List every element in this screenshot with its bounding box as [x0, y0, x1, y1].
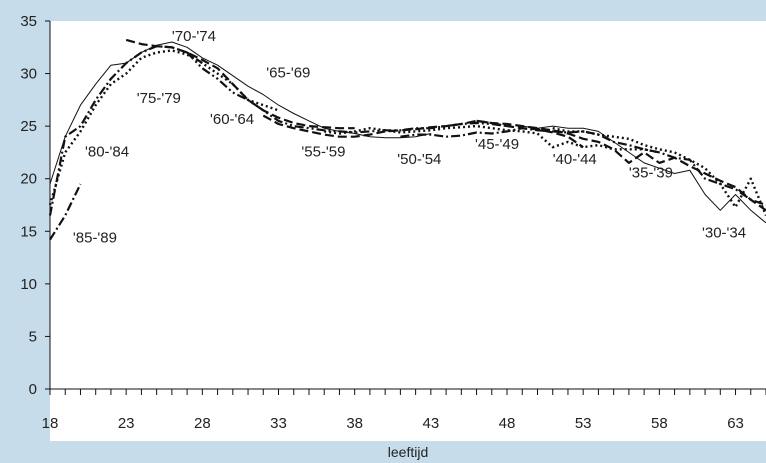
series-label-45-49: '45-'49	[475, 136, 519, 153]
series-line-35-39	[552, 127, 766, 216]
y-tick-label-15: 15	[20, 223, 37, 240]
x-axis-title: leeftijd	[388, 444, 428, 460]
series-layer	[48, 38, 766, 241]
y-tick-label-30: 30	[20, 66, 37, 83]
x-tick-label-48: 48	[499, 415, 516, 432]
y-tick-label-5: 5	[29, 328, 37, 345]
series-label-55-59: '55-'59	[301, 143, 345, 160]
axes-layer: 0 5 10 15 20 25 30 35 18 23 28 33 38 43 48 53 58 63	[20, 13, 766, 432]
series-label-30-34: '30-'34	[702, 224, 746, 241]
series-line-70-74	[125, 38, 355, 130]
x-tick-label-23: 23	[118, 415, 135, 432]
y-tick-label-25: 25	[20, 118, 37, 135]
series-label-40-44: '40-'44	[553, 151, 597, 168]
y-tick-label-10: 10	[20, 276, 37, 293]
series-line-30-34	[522, 125, 766, 224]
series-label-60-64: '60-'64	[210, 111, 254, 128]
series-label-65-69: '65-'69	[266, 65, 310, 82]
series-label-75-79: '75-'79	[137, 90, 181, 107]
series-line-75-79	[48, 49, 279, 206]
series-line-55-59	[262, 114, 584, 149]
x-tick-label-38: 38	[346, 415, 363, 432]
y-tick-label-20: 20	[20, 171, 37, 188]
x-tick-label-58: 58	[651, 415, 668, 432]
x-tick-label-33: 33	[270, 415, 287, 432]
series-label-85-89: '85-'89	[73, 230, 117, 247]
series-line-65-69	[49, 41, 432, 185]
series-line-45-49	[400, 127, 766, 207]
x-tick-label-43: 43	[423, 415, 440, 432]
x-tick-label-18: 18	[42, 415, 59, 432]
x-tick-label-28: 28	[194, 415, 211, 432]
series-label-35-39: '35-'39	[629, 164, 673, 181]
series-labels: '85-'89 '80-'84 '75-'79 '70-'74 '65-'69 '60-'…	[73, 28, 746, 247]
y-tick-label-0: 0	[29, 381, 37, 398]
series-label-80-84: '80-'84	[85, 143, 129, 160]
series-label-50-54: '50-'54	[397, 151, 441, 168]
series-line-85-89	[49, 183, 82, 241]
series-label-70-74: '70-'74	[172, 28, 216, 45]
series-line-40-44	[476, 119, 766, 212]
series-line-60-64	[186, 51, 508, 134]
x-tick-label-53: 53	[575, 415, 592, 432]
plot-area	[50, 21, 766, 441]
y-tick-label-35: 35	[20, 13, 37, 30]
series-line-50-54	[324, 124, 660, 154]
x-tick-label-63: 63	[727, 415, 744, 432]
